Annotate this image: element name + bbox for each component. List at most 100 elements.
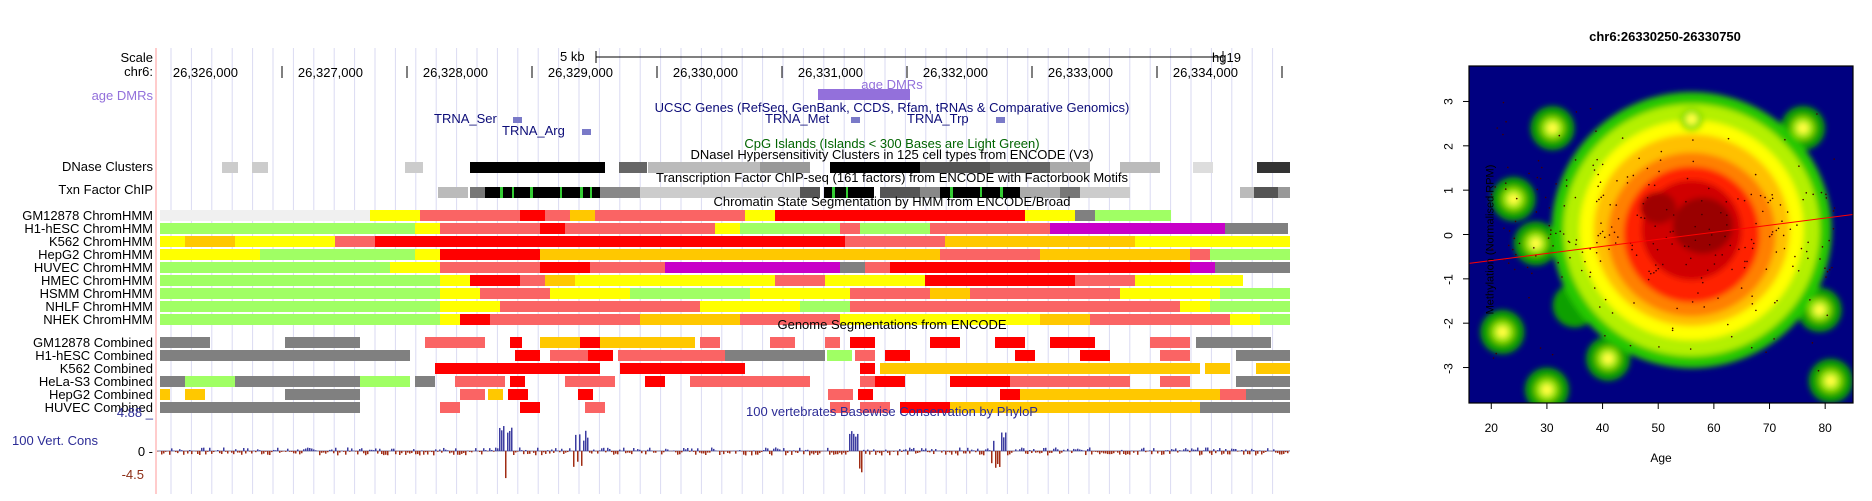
conservation-bar (163, 451, 165, 454)
chromhmm-track-label[interactable]: HMEC ChromHMM (41, 273, 153, 288)
conservation-bar (507, 432, 509, 451)
chromhmm-segment (890, 262, 1190, 273)
scatter-point (1777, 227, 1780, 230)
conservation-bar (1091, 451, 1093, 455)
chromhmm-segment (1215, 262, 1290, 273)
conservation-bar (219, 451, 221, 454)
scatter-point (1575, 243, 1577, 246)
tfbs-track-label[interactable]: Txn Factor ChIP (58, 182, 153, 197)
scatter-point (1502, 101, 1505, 104)
conservation-bar (605, 451, 607, 453)
segmentation-block (1200, 402, 1290, 413)
scatter-point (1595, 251, 1598, 254)
conservation-bar (421, 450, 423, 451)
conservation-bar (911, 449, 913, 451)
scatter-point (1642, 202, 1645, 205)
conservation-track-label[interactable]: 100 Vert. Cons (12, 433, 98, 448)
scatter-point (1720, 211, 1722, 214)
segmentation-track-label[interactable]: K562 Combined (59, 361, 153, 376)
chromhmm-track-label[interactable]: HSMM ChromHMM (39, 286, 153, 301)
segmentation-block (900, 402, 950, 413)
conservation-bar (363, 451, 365, 454)
conservation-bar (259, 450, 261, 451)
conservation-bar (969, 451, 971, 454)
gene-label-trna-arg[interactable]: TRNA_Arg (502, 123, 565, 138)
conservation-bar (839, 451, 841, 453)
conservation-bar (235, 449, 237, 451)
chromhmm-track-label[interactable]: HUVEC ChromHMM (33, 260, 153, 275)
genome-browser-panel: Scale chr6: 5 kb hg19 26,326,000 26,327,0… (12, 48, 1290, 494)
segmentation-track-label[interactable]: HepG2 Combined (48, 387, 153, 402)
scatter-point (1555, 183, 1557, 185)
conservation-bar (1111, 451, 1113, 455)
tf-chip-block (438, 187, 468, 198)
scatter-point (1816, 113, 1818, 115)
gene-label-trna-met[interactable]: TRNA_Met (765, 111, 830, 126)
chromhmm-track-label[interactable]: NHLF ChromHMM (45, 299, 153, 314)
conservation-bar (941, 451, 943, 453)
conservation-bar (1141, 448, 1143, 451)
y-tick-label: 1 (1441, 187, 1456, 194)
methylation-age-plot-panel: chr6:26330250-26330750 Age Methylation (… (1440, 0, 1872, 501)
conservation-bar (525, 449, 527, 451)
conservation-bar (945, 451, 947, 455)
conservation-bar (627, 451, 629, 453)
chromhmm-title: Chromatin State Segmentation by HMM from… (713, 194, 1071, 209)
scatter-point (1652, 242, 1655, 245)
gene-label-trna-ser[interactable]: TRNA_Ser (434, 111, 497, 126)
chromhmm-track-label[interactable]: H1-hESC ChromHMM (24, 221, 153, 236)
conservation-bar (653, 451, 655, 453)
segmentation-track-label[interactable]: HUVEC Combined (44, 400, 153, 415)
scatter-point (1557, 261, 1559, 264)
gene-label-trna-trp[interactable]: TRNA_Trp (907, 111, 969, 126)
coordinate-label: 26,329,000 (547, 65, 613, 80)
scatter-point (1555, 232, 1557, 235)
segmentation-track-label[interactable]: H1-hESC Combined (35, 348, 153, 363)
chromhmm-track-label[interactable]: GM12878 ChromHMM (22, 208, 153, 223)
chromhmm-track-label[interactable]: NHEK ChromHMM (43, 312, 153, 327)
conservation-bar (573, 451, 575, 467)
chromhmm-track-label[interactable]: HepG2 ChromHMM (38, 247, 153, 262)
scatter-point (1492, 357, 1495, 359)
scatter-point (1601, 163, 1604, 166)
scatter-point (1731, 268, 1733, 271)
scatter-point (1703, 306, 1705, 308)
segmentation-track-label[interactable]: HeLa-S3 Combined (38, 374, 153, 389)
conservation-bar (323, 451, 325, 453)
scatter-point (1807, 257, 1809, 260)
conservation-bar (333, 451, 335, 454)
conservation-bar (1171, 449, 1173, 451)
conservation-bar (611, 451, 613, 453)
chromhmm-segment (700, 301, 800, 312)
chromhmm-segment (1040, 314, 1090, 325)
conservation-bar (1149, 450, 1151, 451)
coordinate-label: 26,327,000 (297, 65, 363, 80)
conservation-bar (811, 451, 813, 454)
segmentation-block (160, 376, 185, 387)
conservation-bar (409, 451, 411, 454)
chromhmm-segment (420, 210, 520, 221)
conservation-bar (335, 447, 337, 451)
segmentation-track-label[interactable]: GM12878 Combined (33, 335, 153, 350)
dnase-track-label[interactable]: DNase Clusters (61, 159, 153, 174)
age-dmrs-track-label[interactable]: age DMRs (91, 88, 153, 103)
scatter-point (1507, 244, 1510, 247)
conservation-bar (297, 449, 299, 451)
conservation-bar (287, 448, 289, 451)
scatter-point (1700, 277, 1703, 279)
gene-block-trna-trp (996, 117, 1005, 123)
conservation-bar (871, 451, 873, 452)
conservation-bar (243, 447, 245, 451)
segmentation-block (285, 337, 360, 348)
segmentation-block (860, 363, 875, 374)
gene-block-trna-ser (513, 117, 522, 123)
chromhmm-segment (160, 236, 185, 247)
conservation-bar (479, 451, 481, 453)
segmentation-block (1000, 389, 1020, 400)
conservation-bar (569, 448, 571, 451)
conservation-bar (1119, 451, 1121, 455)
conservation-bar (1023, 448, 1025, 451)
chromhmm-track-label[interactable]: K562 ChromHMM (48, 234, 153, 249)
scatter-point (1751, 247, 1754, 250)
scatter-point (1654, 225, 1656, 228)
